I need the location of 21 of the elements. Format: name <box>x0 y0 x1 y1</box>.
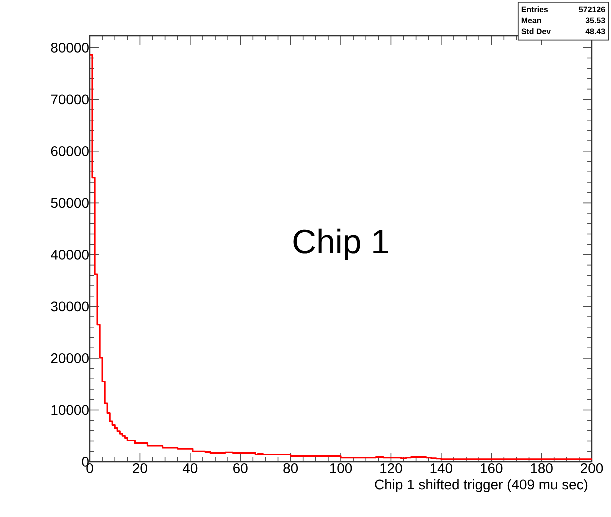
x-tick-label: 40 <box>182 464 198 474</box>
x-tick-label: 140 <box>430 464 452 474</box>
x-axis-title: Chip 1 shifted trigger (409 mu sec) <box>375 479 588 492</box>
x-tick-label: 160 <box>481 464 503 474</box>
x-tick-label: 180 <box>531 464 553 474</box>
x-tick-label: 120 <box>380 464 402 474</box>
y-tick-label: 0 <box>82 457 89 467</box>
y-tick-label: 10000 <box>52 405 89 416</box>
x-tick-label: 20 <box>133 464 148 474</box>
y-tick-label: 60000 <box>51 146 89 156</box>
y-tick-label: 80000 <box>51 42 89 53</box>
y-tick-label: 30000 <box>51 302 89 312</box>
y-tick-label: 40000 <box>51 250 89 260</box>
y-tick-label: 70000 <box>51 94 89 105</box>
x-tick-label: 60 <box>234 464 248 474</box>
x-tick-label: 200 <box>581 464 604 474</box>
y-tick-label: 20000 <box>51 354 89 364</box>
x-tick-label: 100 <box>330 464 352 474</box>
x-tick-label: 80 <box>284 464 298 474</box>
y-tick-label: 50000 <box>51 198 89 208</box>
annotation: Chip 1 <box>294 228 388 261</box>
